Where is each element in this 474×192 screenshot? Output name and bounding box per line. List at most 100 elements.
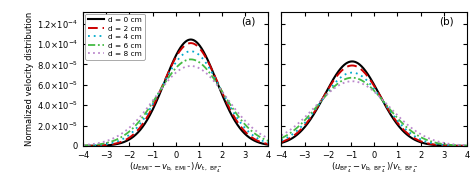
d = 6 cm — [80, 144, 86, 147]
Line: d = 0 cm: d = 0 cm — [83, 40, 268, 146]
d = 2 cm — [220, 93, 226, 95]
d = 4 cm — [403, 128, 409, 130]
d = 8 cm — [188, 65, 193, 67]
d = 8 cm — [349, 80, 355, 82]
d = 8 cm — [220, 91, 226, 94]
d = 0 cm — [188, 38, 193, 41]
d = 8 cm — [363, 84, 368, 87]
d = 2 cm — [113, 142, 118, 145]
Y-axis label: Normalized velocity distribution: Normalized velocity distribution — [25, 12, 34, 146]
d = 6 cm — [188, 58, 193, 60]
d = 4 cm — [464, 145, 470, 147]
d = 2 cm — [464, 145, 470, 147]
Text: (a): (a) — [241, 17, 255, 27]
d = 0 cm — [363, 70, 368, 72]
d = 4 cm — [220, 92, 226, 94]
d = 4 cm — [164, 76, 170, 79]
d = 4 cm — [279, 139, 284, 142]
d = 6 cm — [419, 136, 424, 139]
d = 2 cm — [265, 143, 271, 145]
d = 8 cm — [164, 81, 170, 83]
Line: d = 2 cm: d = 2 cm — [282, 65, 467, 146]
d = 2 cm — [279, 141, 284, 143]
d = 6 cm — [464, 145, 470, 147]
d = 2 cm — [388, 113, 394, 115]
d = 8 cm — [190, 65, 195, 67]
d = 6 cm — [388, 109, 394, 112]
Line: d = 6 cm: d = 6 cm — [282, 78, 467, 146]
d = 8 cm — [113, 136, 118, 138]
d = 0 cm — [403, 132, 409, 135]
d = 4 cm — [326, 89, 332, 91]
d = 8 cm — [326, 91, 332, 94]
d = 6 cm — [164, 79, 170, 81]
d = 0 cm — [279, 142, 284, 144]
d = 0 cm — [164, 75, 170, 77]
Line: d = 8 cm: d = 8 cm — [83, 66, 268, 145]
d = 4 cm — [204, 63, 210, 66]
Line: d = 8 cm: d = 8 cm — [282, 81, 467, 145]
d = 8 cm — [279, 134, 284, 137]
Line: d = 4 cm: d = 4 cm — [282, 73, 467, 146]
d = 8 cm — [204, 73, 210, 75]
Line: d = 4 cm: d = 4 cm — [83, 51, 268, 146]
d = 0 cm — [311, 112, 317, 115]
d = 0 cm — [220, 95, 226, 98]
d = 8 cm — [388, 108, 394, 110]
d = 2 cm — [188, 42, 193, 44]
Line: d = 6 cm: d = 6 cm — [83, 59, 268, 146]
d = 6 cm — [113, 139, 118, 141]
d = 6 cm — [326, 91, 332, 93]
d = 2 cm — [349, 64, 355, 67]
d = 0 cm — [388, 114, 394, 116]
d = 2 cm — [419, 140, 424, 143]
d = 6 cm — [220, 92, 226, 94]
d = 4 cm — [128, 133, 134, 135]
d = 2 cm — [190, 42, 195, 45]
d = 2 cm — [326, 86, 332, 89]
d = 0 cm — [265, 144, 271, 146]
d = 8 cm — [419, 133, 424, 136]
d = 0 cm — [80, 145, 86, 147]
d = 0 cm — [349, 60, 355, 63]
d = 2 cm — [403, 131, 409, 133]
d = 4 cm — [363, 78, 368, 80]
d = 6 cm — [190, 58, 195, 61]
Legend: d = 0 cm, d = 2 cm, d = 4 cm, d = 6 cm, d = 8 cm: d = 0 cm, d = 2 cm, d = 4 cm, d = 6 cm, … — [85, 14, 145, 60]
d = 2 cm — [164, 74, 170, 77]
d = 2 cm — [363, 73, 368, 75]
Line: d = 0 cm: d = 0 cm — [282, 61, 467, 146]
d = 6 cm — [128, 129, 134, 132]
d = 8 cm — [403, 122, 409, 124]
X-axis label: $(u_{\mathrm{EMI}^-}\!-\!v_{\mathrm{b,\ EMI}^-})/v_{\mathrm{t,\ BF_4^-}}$: $(u_{\mathrm{EMI}^-}\!-\!v_{\mathrm{b,\ … — [129, 161, 222, 175]
Text: (b): (b) — [439, 17, 454, 27]
d = 2 cm — [204, 59, 210, 61]
d = 4 cm — [311, 110, 317, 112]
d = 8 cm — [311, 106, 317, 109]
d = 8 cm — [128, 125, 134, 128]
d = 0 cm — [464, 145, 470, 147]
d = 0 cm — [326, 85, 332, 88]
d = 2 cm — [128, 136, 134, 138]
X-axis label: $(u_{\mathrm{BF_4^-}}\!-\!v_{\mathrm{b,\ BF_4^-}})/v_{\mathrm{t,\ BF_4^-}}$: $(u_{\mathrm{BF_4^-}}\!-\!v_{\mathrm{b,\… — [331, 161, 418, 175]
d = 4 cm — [188, 50, 193, 52]
d = 6 cm — [279, 137, 284, 139]
d = 4 cm — [113, 141, 118, 143]
d = 4 cm — [80, 145, 86, 147]
d = 4 cm — [190, 50, 195, 53]
d = 6 cm — [265, 140, 271, 142]
d = 6 cm — [349, 77, 355, 79]
d = 6 cm — [204, 69, 210, 71]
d = 8 cm — [464, 144, 470, 146]
d = 4 cm — [265, 142, 271, 144]
d = 4 cm — [388, 111, 394, 114]
Line: d = 2 cm: d = 2 cm — [83, 43, 268, 146]
d = 8 cm — [265, 137, 271, 140]
d = 6 cm — [363, 82, 368, 84]
d = 6 cm — [311, 108, 317, 111]
d = 0 cm — [190, 39, 195, 41]
d = 8 cm — [80, 144, 86, 146]
d = 0 cm — [128, 137, 134, 140]
d = 2 cm — [311, 111, 317, 113]
d = 0 cm — [419, 141, 424, 144]
